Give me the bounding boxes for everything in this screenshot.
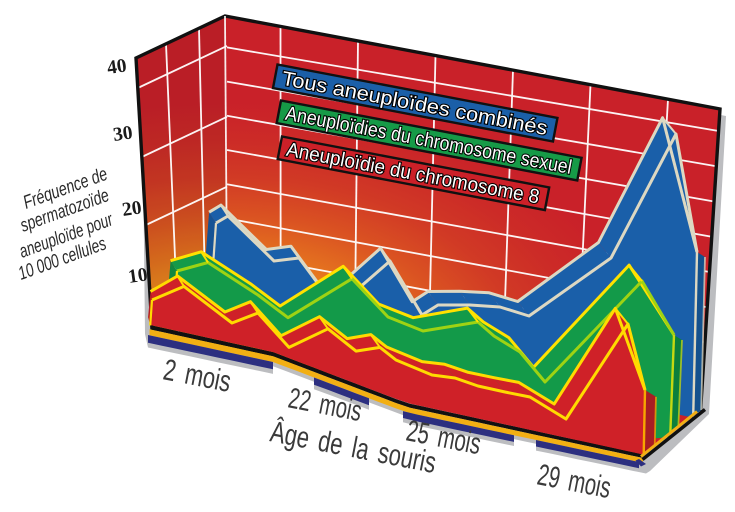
svg-text:30: 30 — [112, 122, 134, 146]
svg-text:40: 40 — [106, 55, 128, 79]
svg-text:10: 10 — [127, 264, 149, 288]
svg-text:20: 20 — [121, 197, 143, 221]
